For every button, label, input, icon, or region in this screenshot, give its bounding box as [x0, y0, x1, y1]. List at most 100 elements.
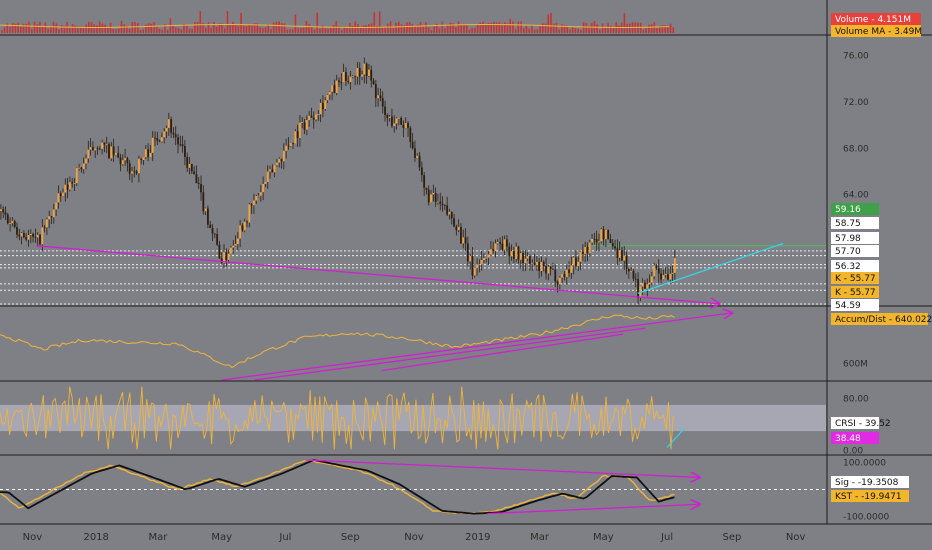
candle-body [568, 269, 570, 273]
candle-body [216, 234, 219, 245]
volume-bar [563, 25, 566, 33]
volume-bar [422, 26, 425, 33]
candle-body [266, 171, 269, 182]
volume-bar [359, 26, 362, 33]
candle-body [598, 241, 600, 243]
candle-body [646, 284, 649, 289]
volume-bar [294, 14, 297, 34]
crsi-panel[interactable] [0, 386, 826, 450]
candle-body [108, 143, 110, 159]
volume-ma-badge [831, 25, 921, 37]
volume-bar [501, 23, 503, 33]
candle-body [466, 243, 469, 262]
kst-line [0, 459, 675, 515]
candle-body [478, 264, 481, 266]
volume-bar [134, 22, 136, 33]
price-y-tick: 68.00 [843, 144, 869, 154]
candle-body [213, 233, 216, 235]
volume-bar [166, 29, 169, 33]
volume-bar [588, 26, 590, 33]
candle-body [427, 189, 430, 203]
candle-body [207, 208, 209, 225]
volume-bar [327, 28, 329, 33]
volume-bar [185, 25, 188, 33]
volume-bar [449, 22, 452, 33]
volume-bar [232, 21, 234, 33]
candle-body [41, 227, 44, 245]
candle-body [248, 204, 251, 223]
price-level-badge-text: 59.16 [835, 205, 861, 215]
volume-bar [493, 21, 495, 33]
candle-body [584, 247, 587, 254]
volume-bar [463, 23, 465, 33]
candle-body [667, 274, 669, 280]
volume-bar [653, 22, 656, 33]
candle-body [43, 227, 46, 229]
candle-body [69, 182, 71, 190]
volume-bar [406, 22, 408, 33]
volume-bar [648, 24, 650, 33]
candle-body [572, 257, 575, 266]
kst-sig-badge-part: -19.3508 [858, 478, 899, 488]
price-level-badge-part: 57.98 [835, 234, 861, 244]
volume-bar [455, 27, 457, 33]
price-level-badge-part: 56.32 [835, 262, 861, 272]
volume-bar [397, 21, 400, 33]
volume-bar [131, 22, 134, 33]
volume-bar [286, 29, 289, 33]
candle-body [411, 141, 414, 149]
candle-body [510, 251, 513, 257]
volume-bar [370, 23, 373, 33]
candle-body [193, 171, 196, 175]
volume-bar [275, 21, 278, 33]
volume-bar [365, 24, 367, 33]
volume-bar [642, 29, 645, 33]
volume-bar [544, 23, 547, 33]
candle-body [2, 209, 5, 213]
candle-body [96, 148, 99, 150]
volume-bar [196, 22, 199, 33]
candle-body [529, 256, 531, 264]
candle-body [16, 227, 18, 235]
volume-bar [506, 23, 509, 33]
crsi-y-tick: 0.00 [843, 447, 863, 457]
kst-sig-badge-part: Sig [835, 478, 849, 488]
candle-body [570, 265, 573, 273]
sep: - [868, 15, 877, 25]
candle-body [308, 115, 311, 121]
volume-bar [289, 29, 291, 33]
volume-bar [465, 24, 468, 33]
volume-bar [251, 24, 253, 33]
volume-bar [310, 26, 313, 33]
volume-bar [267, 24, 270, 33]
candle-body [526, 256, 529, 259]
sep: - [886, 315, 895, 325]
candle-body [236, 238, 239, 245]
candle-body [621, 250, 623, 261]
candle-body [243, 221, 246, 231]
volume-bar [536, 29, 539, 33]
candle-body [135, 171, 138, 174]
volume-bar [552, 23, 555, 33]
price-level-badge-text: 58.75 [835, 219, 861, 229]
candle-body [124, 158, 127, 161]
candle-body [423, 175, 426, 188]
candle-body [579, 251, 582, 262]
sep: - [841, 274, 850, 284]
candle-body [105, 143, 108, 145]
accum-dist-panel[interactable] [0, 313, 732, 381]
candle-body [501, 243, 504, 250]
candle-body [200, 183, 202, 193]
candle-body [89, 147, 92, 150]
volume-bar [234, 24, 237, 33]
volume-bar [101, 23, 104, 33]
volume-panel[interactable] [0, 11, 675, 34]
volume-bar [362, 25, 365, 33]
kst-panel[interactable] [0, 459, 826, 515]
candle-body [197, 183, 200, 184]
price-panel[interactable] [0, 57, 826, 305]
volume-bar [585, 23, 588, 33]
candle-body [347, 81, 350, 82]
volume-bar [259, 27, 261, 33]
